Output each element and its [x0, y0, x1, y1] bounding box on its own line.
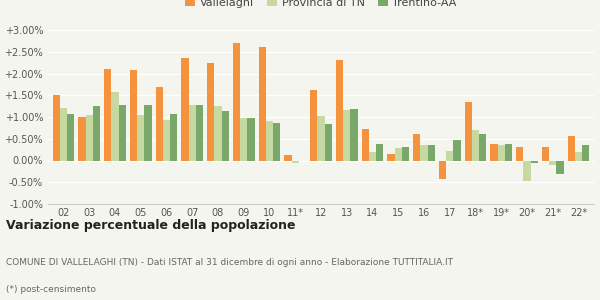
Text: Variazione percentuale della popolazione: Variazione percentuale della popolazione — [6, 219, 296, 232]
Bar — [530, 160, 538, 163]
Bar — [523, 160, 530, 182]
Bar — [130, 70, 137, 160]
Bar — [259, 47, 266, 160]
Bar — [170, 113, 177, 160]
Bar — [112, 92, 119, 160]
Bar — [350, 109, 358, 160]
Text: COMUNE DI VALLELAGHI (TN) - Dati ISTAT al 31 dicembre di ogni anno - Elaborazion: COMUNE DI VALLELAGHI (TN) - Dati ISTAT a… — [6, 258, 453, 267]
Bar — [119, 105, 126, 160]
Bar — [402, 147, 409, 161]
Bar — [299, 160, 306, 161]
Bar — [479, 134, 487, 160]
Bar — [67, 113, 74, 160]
Bar — [104, 69, 112, 160]
Bar — [53, 95, 60, 160]
Bar — [188, 105, 196, 160]
Bar — [413, 134, 421, 160]
Bar — [145, 105, 152, 160]
Bar — [266, 121, 273, 160]
Bar — [439, 160, 446, 179]
Bar — [292, 160, 299, 163]
Bar — [240, 118, 247, 160]
Bar — [497, 145, 505, 160]
Bar — [582, 145, 589, 160]
Bar — [163, 121, 170, 160]
Bar — [325, 124, 332, 160]
Bar — [86, 115, 93, 160]
Bar — [505, 144, 512, 160]
Bar — [273, 123, 280, 160]
Bar — [465, 102, 472, 160]
Bar — [454, 140, 461, 160]
Bar — [421, 145, 428, 160]
Bar — [575, 152, 582, 161]
Bar — [428, 145, 435, 160]
Bar — [247, 118, 254, 160]
Bar — [317, 116, 325, 160]
Bar — [196, 105, 203, 160]
Bar — [93, 106, 100, 160]
Bar — [284, 155, 292, 160]
Bar — [516, 147, 523, 160]
Bar — [556, 160, 563, 173]
Bar — [233, 43, 240, 160]
Bar — [376, 144, 383, 160]
Bar — [542, 147, 549, 160]
Bar — [310, 90, 317, 160]
Bar — [446, 151, 454, 160]
Bar — [79, 117, 86, 160]
Bar — [155, 87, 163, 160]
Bar — [472, 130, 479, 160]
Bar — [568, 136, 575, 160]
Bar — [221, 111, 229, 160]
Bar — [388, 154, 395, 160]
Bar — [336, 60, 343, 160]
Text: (*) post-censimento: (*) post-censimento — [6, 285, 96, 294]
Bar — [60, 108, 67, 160]
Bar — [137, 115, 145, 160]
Legend: Vallelaghi, Provincia di TN, Trentino-AA: Vallelaghi, Provincia di TN, Trentino-AA — [185, 0, 457, 8]
Bar — [549, 160, 556, 165]
Bar — [395, 148, 402, 160]
Bar — [214, 106, 221, 160]
Bar — [207, 64, 214, 161]
Bar — [181, 58, 188, 160]
Bar — [490, 144, 497, 160]
Bar — [343, 110, 350, 160]
Bar — [369, 152, 376, 161]
Bar — [362, 129, 369, 160]
